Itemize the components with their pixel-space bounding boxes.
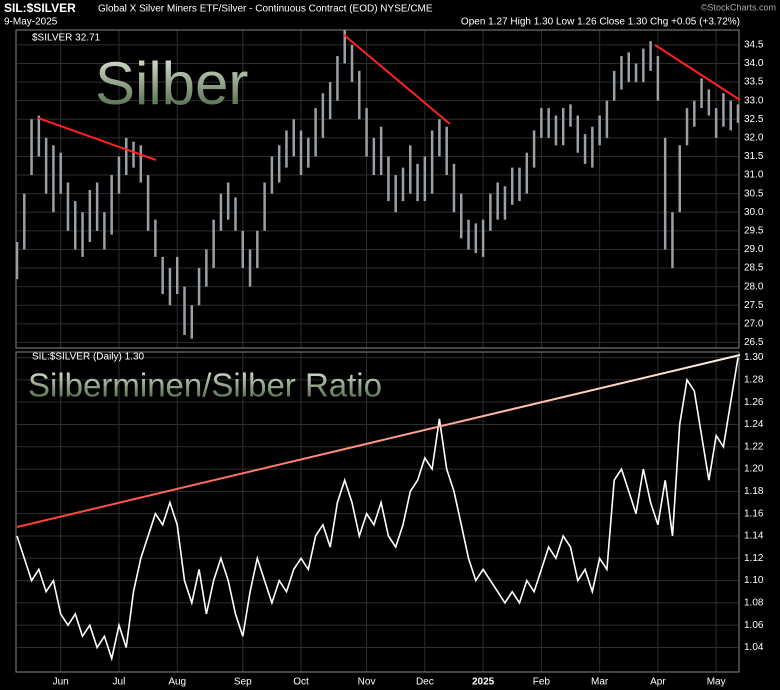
y-tick-label: 1.06 <box>744 620 764 631</box>
y-tick-label: 1.04 <box>744 642 764 653</box>
y-tick-label: 34.5 <box>744 40 764 51</box>
y-tick-label: 30.0 <box>744 207 764 218</box>
y-tick-label: 1.28 <box>744 375 764 386</box>
trend-line <box>16 354 741 528</box>
x-tick-label: Dec <box>416 677 434 688</box>
x-tick-label: Aug <box>168 677 186 688</box>
y-tick-label: 1.08 <box>744 598 764 609</box>
panels: 26.5 27.0 27.5 28.0 28.5 29.0 29.5 30.0 30.5 31.0… <box>15 29 764 688</box>
y-tick-label: 1.12 <box>744 553 764 564</box>
y-tick-label: 28.0 <box>744 281 764 292</box>
credit: ©StockCharts.com <box>701 2 776 12</box>
ratio-line <box>16 357 739 662</box>
x-tick-label: May <box>707 677 726 688</box>
y-tick-label: 27.5 <box>744 300 764 311</box>
trend-line <box>343 34 451 125</box>
y-tick-label: 27.0 <box>744 318 764 329</box>
x-tick-label: Apr <box>650 677 666 688</box>
y-tick-label: 32.0 <box>744 133 764 144</box>
legend: SIL:$SILVER (Daily) 1.30 <box>32 352 145 363</box>
y-tick-label: 32.5 <box>744 114 764 125</box>
x-tick-label: Sep <box>234 677 252 688</box>
x-tick-label: Oct <box>293 677 309 688</box>
y-tick-label: 1.20 <box>744 464 764 475</box>
y-tick-label: 34.0 <box>744 58 764 69</box>
y-tick-label: 1.10 <box>744 575 764 586</box>
y-tick-label: 30.5 <box>744 188 764 199</box>
x-tick-label: Jul <box>113 677 126 688</box>
y-tick-label: 1.18 <box>744 486 764 497</box>
y-tick-label: 26.5 <box>744 337 764 348</box>
y-tick-label: 1.26 <box>744 397 764 408</box>
y-tick-label: 1.22 <box>744 441 764 452</box>
y-tick-label: 1.16 <box>744 508 764 519</box>
y-tick-label: 29.0 <box>744 244 764 255</box>
y-tick-label: 28.5 <box>744 263 764 274</box>
quote: Open 1.27 High 1.30 Low 1.26 Close 1.30 … <box>461 17 740 28</box>
y-tick-label: 1.30 <box>744 352 764 363</box>
symbol: SIL:$SILVER <box>4 1 76 15</box>
y-tick-label: 1.14 <box>744 531 764 542</box>
date: 9-May-2025 <box>4 17 58 28</box>
y-tick-label: 29.5 <box>744 225 764 236</box>
x-tick-label: Feb <box>533 677 551 688</box>
annotation: Silber <box>95 50 248 117</box>
description: Global X Silver Miners ETF/Silver - Cont… <box>98 4 433 15</box>
panel-frame <box>15 29 740 349</box>
x-tick-label: Mar <box>591 677 609 688</box>
annotation: Silberminen/Silber Ratio <box>28 367 382 404</box>
x-tick-label: 2025 <box>472 677 495 688</box>
x-tick-label: Nov <box>358 677 376 688</box>
trend-line <box>37 117 157 161</box>
legend: $SILVER 32.71 <box>32 33 101 44</box>
panel-frame <box>15 351 740 673</box>
y-tick-label: 31.0 <box>744 170 764 181</box>
y-tick-label: 31.5 <box>744 151 764 162</box>
y-tick-label: 1.24 <box>744 419 764 430</box>
y-tick-label: 33.0 <box>744 95 764 106</box>
trend-line <box>654 44 741 101</box>
y-tick-label: 33.5 <box>744 77 764 88</box>
x-tick-label: Jun <box>53 677 69 688</box>
